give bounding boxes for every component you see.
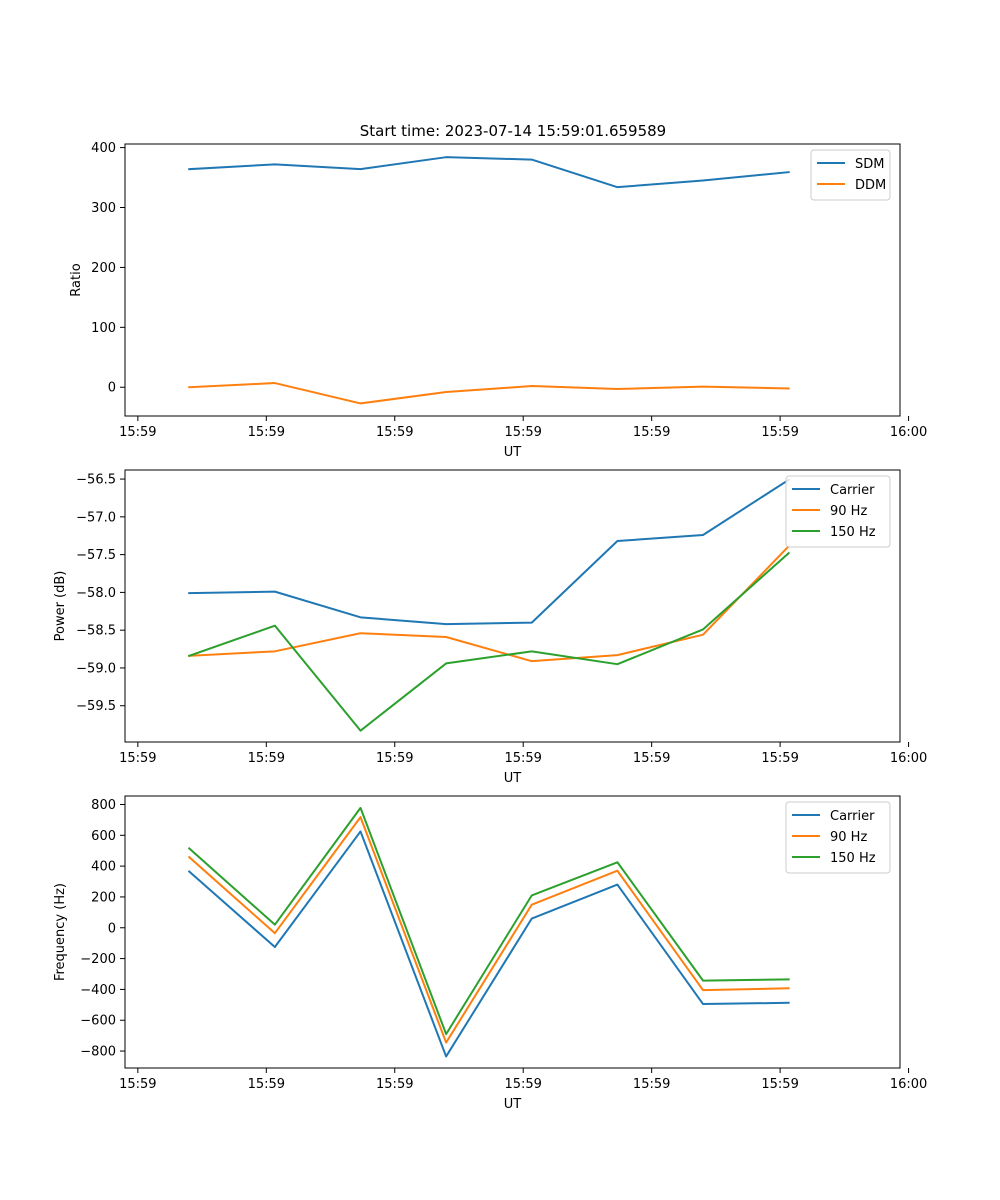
x-tick-label: 15:59: [633, 751, 670, 766]
x-tick-label: 15:59: [248, 425, 285, 440]
x-axis-label: UT: [504, 445, 522, 460]
x-tick-label: 15:59: [248, 751, 285, 766]
legend-box: [785, 475, 891, 548]
chart-3: 15:59 15:59 15:59 15:59 15:59 15:59 16:00 −800 −…: [53, 795, 927, 1112]
legend: Carrier 90 Hz 150 Hz: [785, 801, 891, 874]
legend-label: 150 Hz: [830, 851, 876, 866]
series-line-150-hz: [187, 806, 790, 1036]
y-tick-label: −400: [80, 983, 116, 998]
axes-frame: [124, 795, 901, 1069]
x-tick-label: 15:59: [504, 425, 541, 440]
y-tick-label: 600: [91, 829, 116, 844]
x-tick-label: 15:59: [119, 425, 156, 440]
axes-frame: [124, 143, 901, 417]
y-tick-label: −57.0: [76, 510, 116, 525]
series-line-ddm: [188, 382, 790, 405]
y-tick-label: 0: [108, 381, 116, 396]
y-axis-label: Power (dB): [53, 571, 68, 642]
y-tick-label: 200: [91, 890, 116, 905]
legend-label: Carrier: [830, 809, 875, 824]
legend-label: SDM: [855, 157, 884, 172]
y-axis-label: Frequency (Hz): [53, 883, 68, 981]
legend-label: 150 Hz: [830, 525, 876, 540]
x-tick-label: 15:59: [633, 1077, 670, 1092]
x-tick-label: 15:59: [248, 1077, 285, 1092]
figure-title: Start time: 2023-07-14 15:59:01.659589: [360, 122, 666, 140]
y-tick-label: 0: [108, 921, 116, 936]
legend-box: [785, 801, 891, 874]
y-tick-label: 400: [91, 860, 116, 875]
x-tick-label: 15:59: [119, 751, 156, 766]
y-tick-label: −57.5: [76, 548, 116, 563]
y-tick-label: −59.0: [76, 661, 116, 676]
y-tick-label: −600: [80, 1014, 116, 1029]
x-tick-label: 15:59: [633, 425, 670, 440]
x-tick-label: 15:59: [376, 751, 413, 766]
legend-label: Carrier: [830, 483, 875, 498]
series-line-150-hz: [187, 551, 791, 732]
y-tick-label: 800: [91, 798, 116, 813]
y-tick-label: 300: [91, 201, 116, 216]
x-tick-label: 16:00: [890, 751, 927, 766]
series-line-carrier: [187, 830, 790, 1058]
y-tick-label: −58.0: [76, 586, 116, 601]
x-tick-label: 15:59: [119, 1077, 156, 1092]
y-tick-label: −800: [80, 1045, 116, 1060]
series-line-carrier: [188, 478, 791, 626]
x-tick-label: 15:59: [504, 1077, 541, 1092]
y-tick-label: −56.5: [76, 473, 116, 488]
x-axis-label: UT: [504, 1097, 522, 1112]
axes-frame: [124, 469, 901, 743]
legend: SDM DDM: [810, 149, 891, 201]
x-tick-label: 15:59: [504, 751, 541, 766]
legend-label: DDM: [855, 178, 886, 193]
y-tick-label: −200: [80, 952, 116, 967]
y-tick-label: −58.5: [76, 624, 116, 639]
legend-label: 90 Hz: [830, 504, 867, 519]
y-tick-label: 400: [91, 141, 116, 156]
series-line-90-hz: [188, 544, 791, 663]
x-tick-label: 16:00: [890, 425, 927, 440]
series-line-sdm: [188, 156, 790, 189]
legend: Carrier 90 Hz 150 Hz: [785, 475, 891, 548]
x-tick-label: 15:59: [376, 425, 413, 440]
y-axis-label: Ratio: [69, 263, 84, 296]
legend-label: 90 Hz: [830, 830, 867, 845]
series-line-90-hz: [187, 816, 790, 1044]
y-tick-label: −59.5: [76, 699, 116, 714]
y-tick-label: 100: [91, 321, 116, 336]
x-tick-label: 16:00: [890, 1077, 927, 1092]
y-tick-label: 200: [91, 261, 116, 276]
x-tick-label: 15:59: [761, 425, 798, 440]
x-tick-label: 15:59: [761, 1077, 798, 1092]
x-tick-label: 15:59: [761, 751, 798, 766]
chart-1: 15:59 15:59 15:59 15:59 15:59 15:59 16:00 0 100 2…: [69, 141, 927, 460]
x-tick-label: 15:59: [376, 1077, 413, 1092]
chart-2: 15:59 15:59 15:59 15:59 15:59 15:59 16:00 −59.5…: [53, 469, 927, 786]
x-axis-label: UT: [504, 771, 522, 786]
